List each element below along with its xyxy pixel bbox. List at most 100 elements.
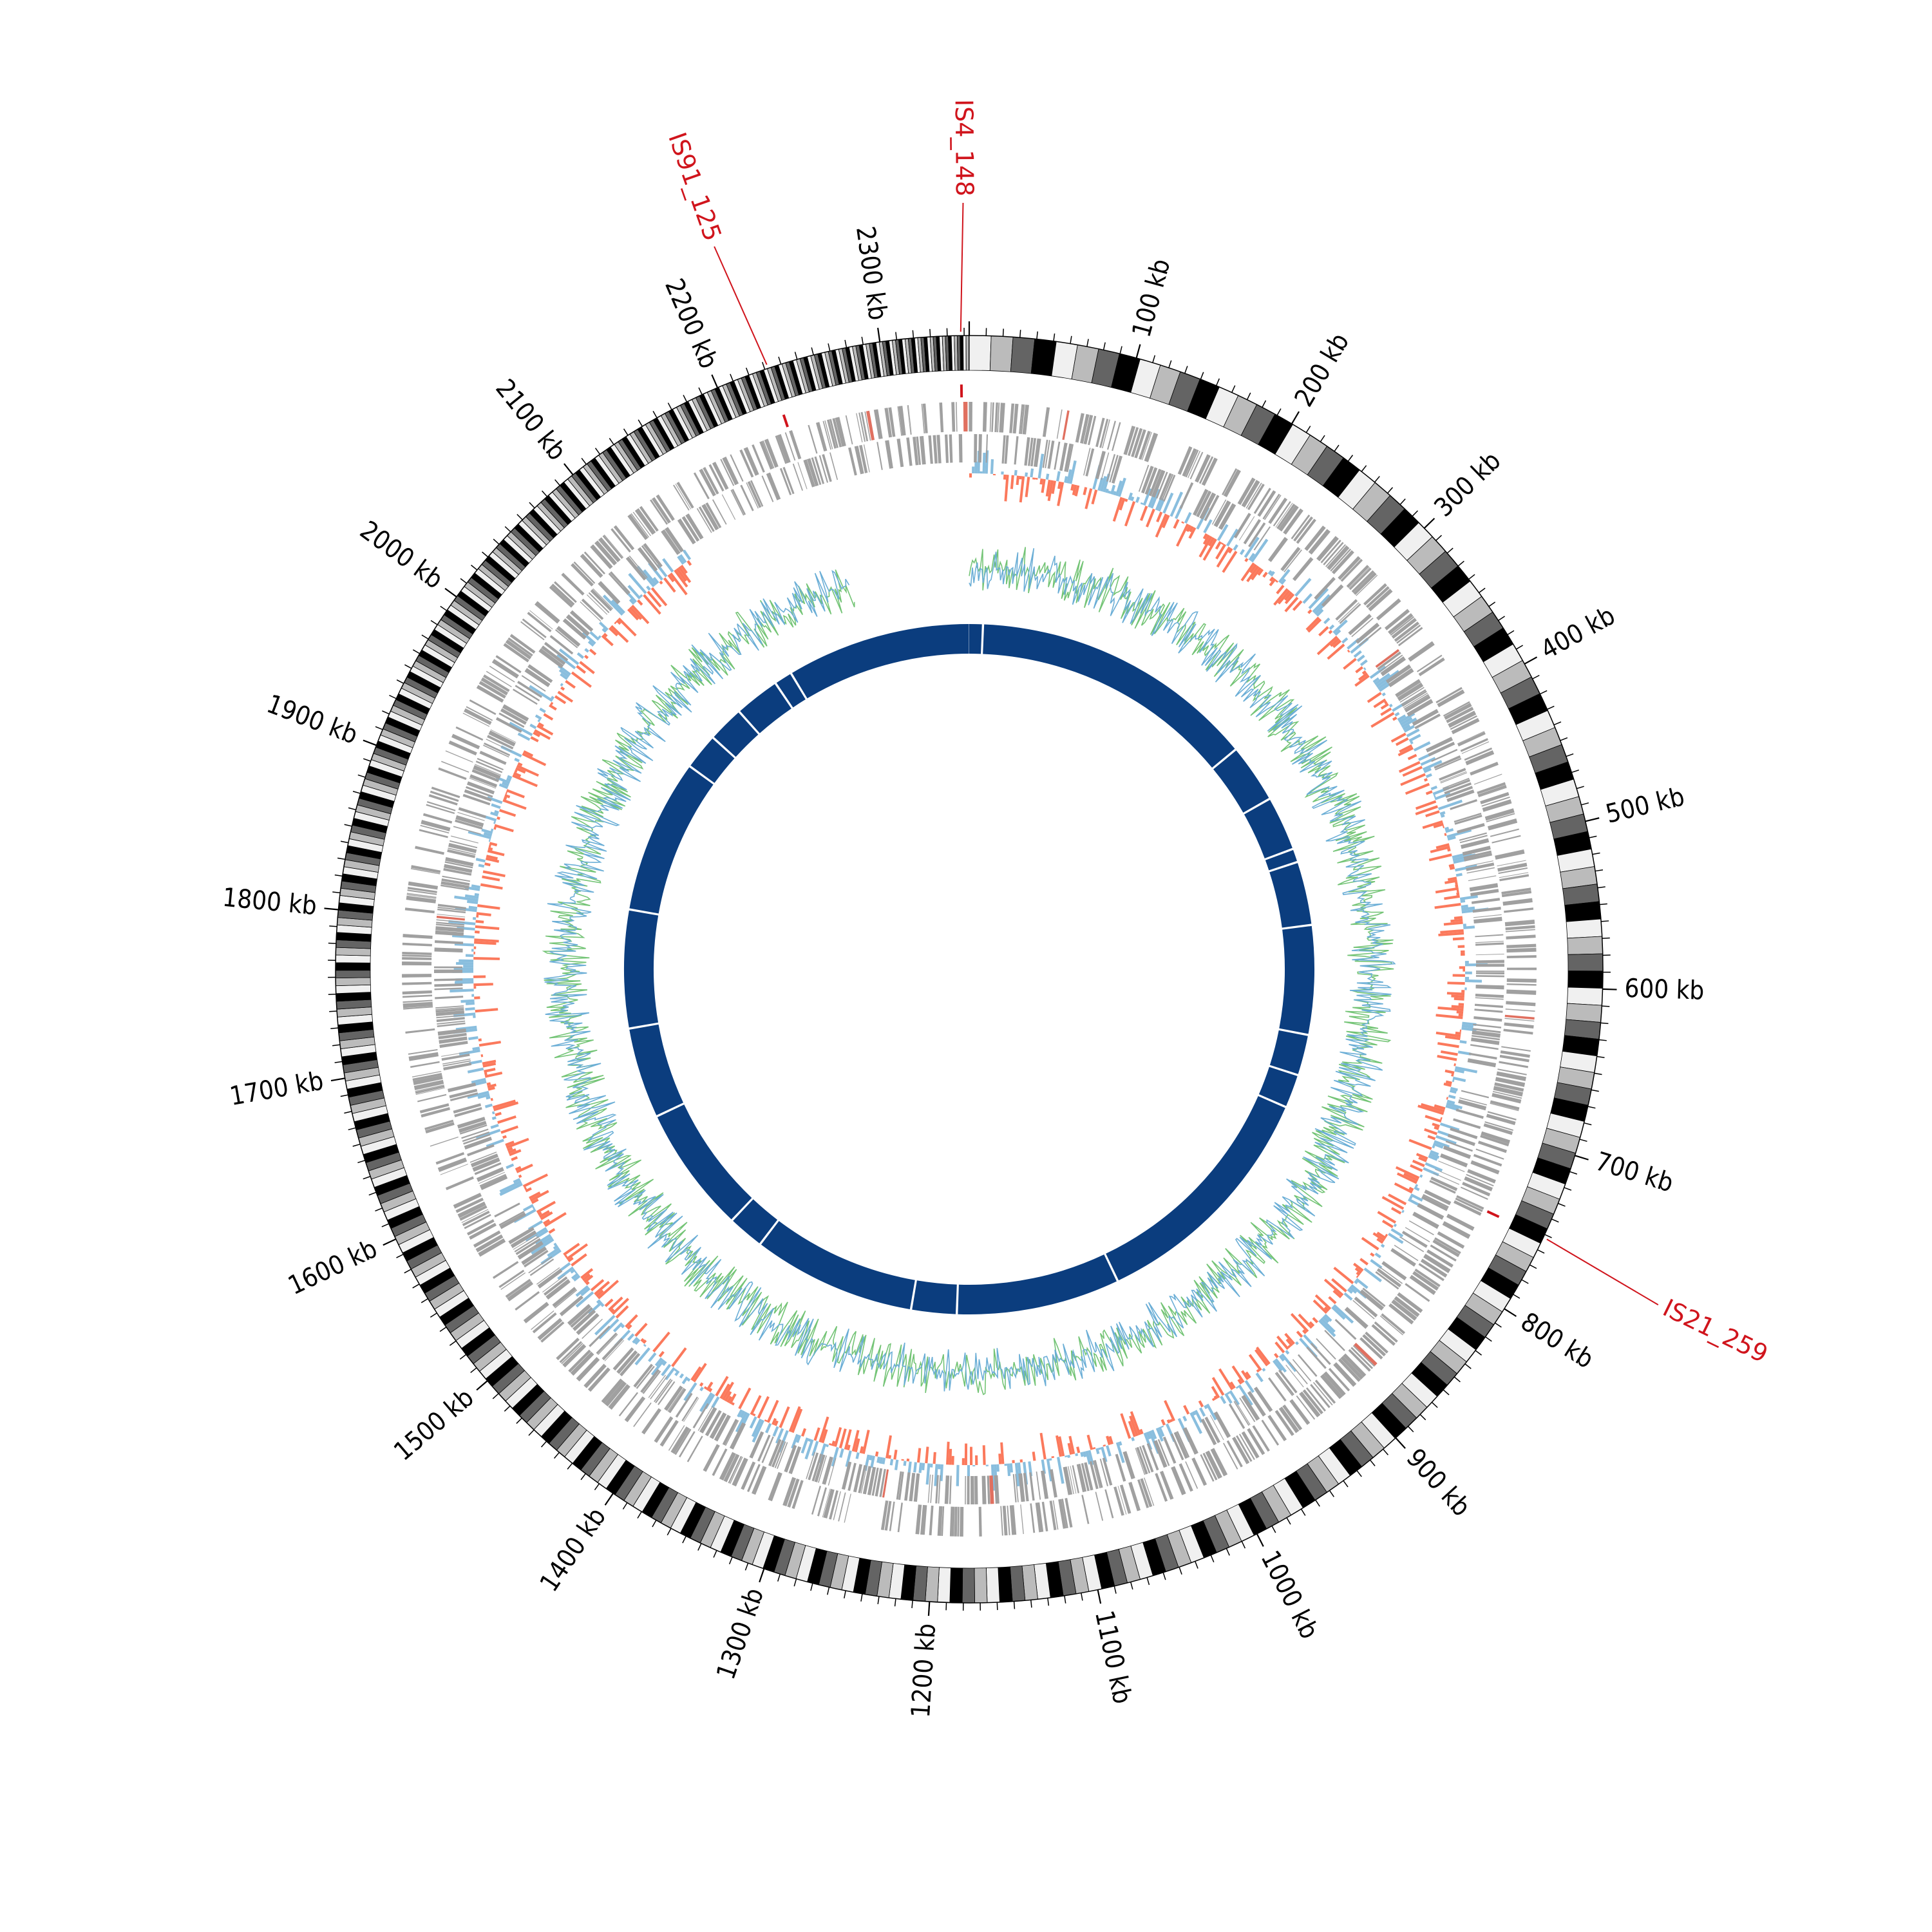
ideogram-band — [1564, 901, 1602, 922]
minor-tick — [1521, 1279, 1529, 1284]
gene-reverse — [1438, 1160, 1465, 1172]
gene-reverse — [637, 547, 658, 572]
gene-forward — [1503, 1028, 1533, 1035]
gene-forward — [719, 1452, 736, 1481]
gene-reverse — [1468, 875, 1497, 882]
gene-reverse — [1475, 934, 1504, 938]
tick-label: 1400 kb — [535, 1502, 612, 1597]
gene-reverse — [822, 1456, 833, 1485]
gene-reverse — [1141, 1444, 1154, 1473]
gc-skew-bar-positive — [654, 1357, 663, 1367]
gene-reverse — [1450, 799, 1477, 810]
gene-reverse — [774, 1441, 786, 1468]
gene-forward — [670, 1426, 690, 1454]
gc-skew-bar-negative — [1405, 782, 1430, 795]
gc-skew-bar-negative — [488, 844, 491, 848]
gene-reverse — [581, 598, 604, 620]
gc-skew-bar-negative — [1370, 712, 1395, 728]
gene-forward — [969, 402, 971, 432]
minor-tick — [1513, 1294, 1520, 1299]
minor-tick — [1595, 869, 1604, 872]
minor-tick — [1601, 920, 1609, 922]
gc-skew-bar-negative — [650, 587, 668, 607]
gene-reverse — [470, 1153, 498, 1168]
gene-forward — [1365, 1331, 1388, 1354]
gc-skew-bar-positive — [648, 1352, 657, 1363]
gc-skew-bar-positive — [627, 585, 641, 600]
gc-skew-bar-negative — [1181, 521, 1184, 524]
gc-skew-bar-negative — [1408, 1186, 1414, 1191]
gc-skew-bar-negative — [1425, 790, 1433, 795]
gc-skew-bar-positive — [1007, 1463, 1011, 1477]
minor-tick — [911, 1600, 913, 1609]
gene-forward — [602, 535, 623, 559]
gene-forward — [1325, 544, 1346, 567]
gc-skew-bar-positive — [560, 683, 564, 687]
gene-forward — [1498, 867, 1528, 875]
gene-reverse — [664, 1385, 683, 1411]
gene-forward — [1497, 862, 1528, 872]
gene-reverse — [876, 442, 883, 470]
gene-reverse — [944, 434, 949, 463]
major-tick — [1395, 1437, 1406, 1449]
is-connector — [714, 246, 768, 365]
gene-forward — [676, 482, 694, 509]
gene-forward — [583, 551, 605, 575]
gc-skew-bar-positive — [643, 569, 658, 586]
gene-reverse — [448, 848, 476, 855]
gc-skew-bar-negative — [589, 649, 597, 656]
gene-forward — [1278, 1406, 1300, 1434]
gc-skew-bar-negative — [893, 1449, 898, 1460]
gene-reverse — [1199, 492, 1217, 520]
gc-skew-bar-negative — [1450, 918, 1463, 923]
gc-skew-bar-negative — [488, 1086, 495, 1091]
minor-tick — [1564, 1187, 1572, 1191]
gc-skew-bar-negative — [1058, 1436, 1065, 1457]
gc-skew-bar-negative — [497, 816, 500, 820]
gc-skew-bar-positive — [490, 811, 498, 817]
gc-skew-bar-negative — [1074, 485, 1080, 497]
gene-reverse — [488, 730, 516, 747]
gc-skew-bar-negative — [597, 1280, 620, 1300]
gene-forward — [762, 440, 775, 469]
minor-tick — [877, 1596, 880, 1604]
gc-skew-bar-negative — [779, 1406, 790, 1428]
gene-forward — [402, 994, 433, 998]
gene-forward — [1312, 1381, 1333, 1406]
major-tick — [1097, 1589, 1102, 1604]
gc-skew-bar-negative — [482, 1059, 497, 1065]
gene-forward — [522, 618, 547, 638]
gc-skew-bar-negative — [1437, 1042, 1459, 1048]
gc-skew-bar-negative — [1016, 475, 1019, 486]
gc-skew-bar-positive — [1380, 1244, 1385, 1248]
gene-reverse — [552, 1287, 577, 1308]
ideogram-band — [1566, 918, 1603, 939]
minor-tick — [1495, 1322, 1502, 1328]
gene-forward — [1330, 548, 1352, 572]
gene-forward — [1490, 1103, 1519, 1112]
major-tick — [330, 1077, 345, 1082]
gene-forward — [752, 444, 765, 473]
major-tick — [877, 327, 881, 342]
minor-tick — [1412, 510, 1419, 517]
gc-skew-bar-negative — [1162, 515, 1170, 529]
gene-forward — [424, 1119, 454, 1130]
gc-skew-bar-positive — [1140, 502, 1144, 505]
gene-forward — [478, 1238, 506, 1257]
gene-reverse — [517, 681, 543, 698]
gc-skew-bar-negative — [484, 862, 491, 867]
gc-skew-bar-negative — [888, 1455, 892, 1459]
gene-forward — [1495, 849, 1525, 860]
gene-forward — [956, 402, 958, 432]
ideogram-band — [1567, 971, 1604, 989]
gene-forward — [1499, 1054, 1530, 1063]
gc-skew-bar-negative — [964, 1443, 968, 1465]
gene-forward — [1409, 1274, 1436, 1295]
gc-skew-bar-negative — [543, 1218, 551, 1225]
gene-reverse — [1443, 779, 1471, 791]
gene-reverse — [1472, 906, 1501, 913]
gc-skew-bar-negative — [482, 1062, 497, 1068]
gene-forward — [1323, 542, 1344, 565]
gc-skew-bar-positive — [1341, 637, 1349, 644]
gc-skew-bar-negative — [1424, 1128, 1437, 1135]
